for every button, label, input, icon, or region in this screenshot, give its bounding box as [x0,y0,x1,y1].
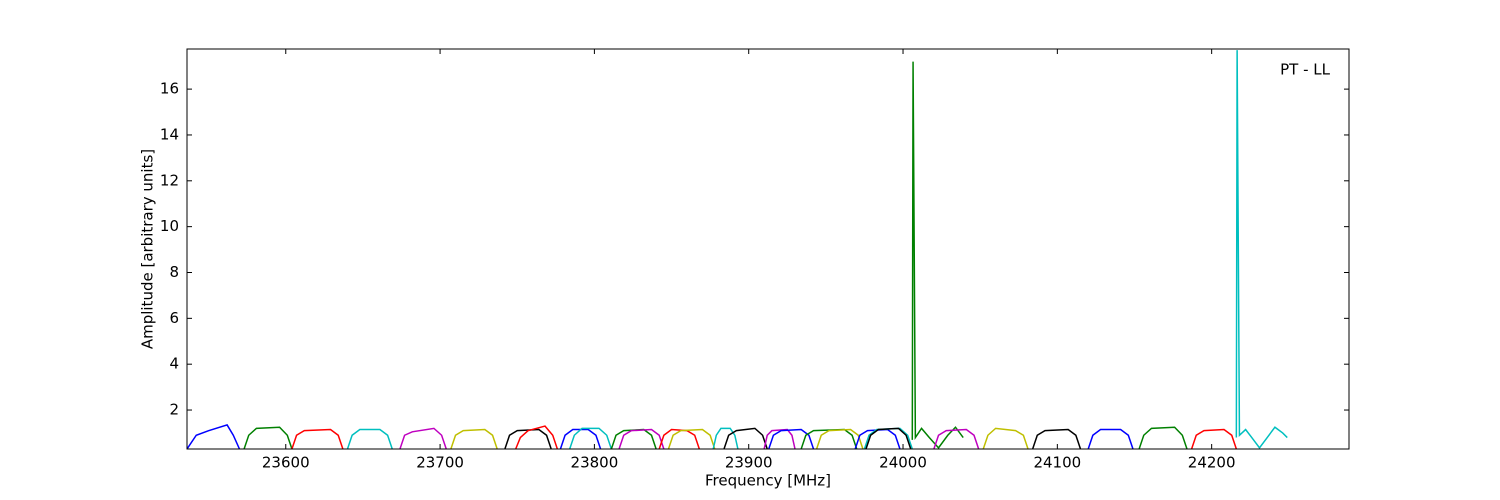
series-line [399,427,447,449]
y-tick-label: 6 [169,309,179,327]
x-tick-label: 24000 [879,454,927,472]
series-line [768,428,815,449]
x-tick-label: 23700 [416,454,464,472]
x-tick-label: 23600 [262,454,310,472]
plot-lines [187,50,1288,449]
series-line [865,427,912,449]
x-tick-label: 23800 [571,454,619,472]
y-tick-label: 10 [160,217,179,235]
plot-frame [186,48,1350,450]
series-line [514,425,559,449]
series-line [346,428,393,449]
y-tick-label: 8 [169,263,179,281]
series-line [667,428,716,449]
series-line [1235,50,1288,449]
series-line [1031,428,1082,449]
series-line [933,428,980,449]
x-tick-label: 24200 [1188,454,1236,472]
x-tick-label: 23900 [725,454,773,472]
annotation: PT - LL [1280,61,1331,79]
series-line [450,428,498,449]
series-line [1138,426,1188,449]
series-line [243,426,293,449]
series-line [568,427,613,449]
x-tick-label: 24100 [1033,454,1081,472]
y-tick-label: 2 [169,401,179,419]
y-tick-label: 16 [160,80,179,98]
y-tick-label: 4 [169,355,179,373]
y-tick-label: 12 [160,171,179,189]
plot-area [187,49,1349,449]
series-line [982,427,1029,449]
series-line [618,428,665,449]
y-tick-label: 14 [160,125,179,143]
series-line [1087,428,1134,449]
series-line [658,428,701,449]
series-line [712,427,739,449]
y-axis-label: Amplitude [arbitrary units] [139,149,157,349]
series-line [1190,428,1238,449]
series-line [187,424,241,449]
series-line [723,427,768,449]
x-axis-label: Frequency [MHz] [705,472,831,490]
series-line [763,428,796,449]
series-line [291,428,344,449]
